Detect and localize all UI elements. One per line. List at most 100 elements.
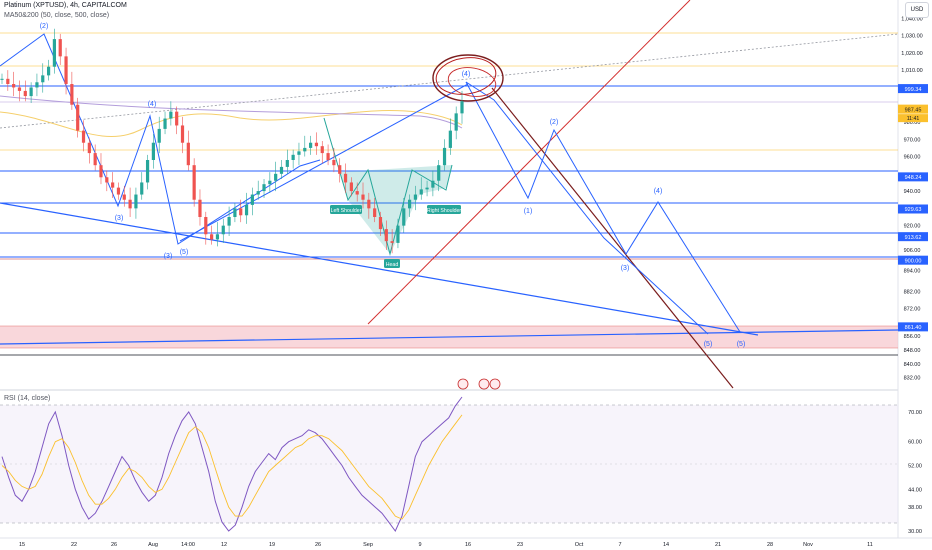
- price-tick-label: 960.00: [904, 155, 921, 161]
- symbol-title[interactable]: Platinum (XPTUSD), 4h, CAPITALCOM: [4, 2, 127, 9]
- candle-body: [204, 217, 208, 235]
- candle-body: [367, 199, 371, 209]
- candle-body: [99, 165, 103, 178]
- candle-body: [291, 154, 295, 160]
- rsi-tick-label: 30.00: [908, 529, 922, 535]
- price-tag: [898, 172, 928, 182]
- price-axis-ticks: 1,040.00 1,030.00 1,020.00 1,010.00 980.00 97…: [901, 16, 922, 381]
- candle-body: [23, 90, 27, 97]
- candle-body: [76, 104, 80, 131]
- price-tick-label: 940.00: [904, 189, 921, 195]
- time-tick-label: 7: [618, 542, 621, 548]
- candle-body: [390, 241, 394, 243]
- dotted-trendline: [0, 33, 899, 129]
- candle-body: [442, 147, 447, 166]
- candle-body: [169, 111, 173, 119]
- time-tick-label: Nov: [803, 542, 813, 548]
- candle-body: [210, 234, 214, 240]
- candle-body: [233, 208, 237, 217]
- price-tick-label: 980.00: [904, 120, 921, 126]
- pattern-label: Right Shoulder: [427, 208, 462, 214]
- chart-annotations: Left Shoulder Head Right Shoulder (2) (3) (4)…: [40, 23, 746, 348]
- price-tag: [898, 204, 928, 214]
- time-tick-label: 12: [221, 542, 227, 548]
- price-tag-label: 948.24: [905, 175, 922, 181]
- time-axis-ticks: 15 22 26 Aug 14:00 12 19 26 Sep 9 16 23 Oct 7 14 21 28 No…: [19, 542, 873, 548]
- currency-selector[interactable]: USD: [905, 2, 929, 18]
- price-tag: [898, 104, 928, 114]
- candle-body: [70, 84, 74, 105]
- price-level-tags: 999.34 987.45 948.24 929.63 913.62 900.00 861.…: [898, 84, 928, 332]
- rsi-legend[interactable]: RSI (14, close): [4, 395, 51, 402]
- price-tag-label: 861.40: [905, 325, 922, 331]
- price-tag-label: 987.45: [905, 107, 922, 113]
- time-tick-label: 26: [111, 542, 117, 548]
- candle-body: [116, 187, 121, 195]
- candle-body: [407, 199, 412, 209]
- us-flag-icon[interactable]: [478, 378, 490, 390]
- candle-body: [419, 189, 423, 195]
- price-tick-label: 1,040.00: [901, 16, 922, 22]
- candle-body: [373, 208, 377, 217]
- candle-body: [93, 153, 97, 166]
- candle-body: [12, 84, 16, 88]
- rsi-ma-line: [1, 414, 463, 520]
- rsi-band: [0, 405, 898, 523]
- candle-body: [0, 78, 4, 80]
- time-tick-label: 19: [269, 542, 275, 548]
- pattern-label: Left Shoulder: [331, 208, 362, 214]
- highlight-circle-1: [432, 54, 504, 102]
- candle-body: [460, 101, 464, 114]
- candle-body: [52, 39, 57, 67]
- candle-body: [41, 75, 45, 83]
- candle-body: [279, 166, 284, 174]
- candle-body: [111, 182, 115, 188]
- brown-falling-line: [491, 87, 734, 389]
- candle-body: [244, 204, 249, 216]
- candle-body: [215, 234, 220, 240]
- elliott-wave-history: [0, 33, 321, 245]
- candle-body: [448, 130, 452, 148]
- rsi-line: [1, 396, 463, 532]
- event-icons[interactable]: [457, 378, 501, 390]
- price-tag-label: 999.34: [905, 87, 922, 93]
- candle-body: [221, 225, 225, 235]
- head-shoulders-fill: [324, 118, 452, 254]
- time-tick-label: Oct: [575, 542, 584, 548]
- price-tag: [898, 84, 928, 94]
- us-flag-icon[interactable]: [457, 378, 469, 390]
- price-tag: [898, 255, 928, 265]
- main-pane[interactable]: [0, 0, 898, 388]
- wave-label: (3): [621, 265, 630, 272]
- pattern-badge: [330, 205, 362, 214]
- candle-body: [384, 229, 388, 242]
- candle-body: [320, 146, 324, 154]
- candle-body: [81, 130, 86, 143]
- candle-body: [58, 39, 62, 57]
- candle-body: [355, 191, 359, 195]
- wave-label: (4): [654, 188, 663, 195]
- candle-body: [128, 199, 132, 209]
- time-tick-label: 26: [315, 542, 321, 548]
- candle-body: [180, 125, 185, 143]
- candle-body: [338, 165, 342, 174]
- time-axis[interactable]: [0, 538, 932, 550]
- indicator-legend[interactable]: MA50&200 (50, close, 500, close): [4, 12, 110, 19]
- price-tick-label: 848.00: [904, 348, 921, 354]
- candle-body: [437, 165, 441, 181]
- time-tick-label: Aug: [148, 542, 158, 548]
- candle-body: [239, 208, 243, 216]
- time-tick-label: 15: [19, 542, 25, 548]
- wave-label: (5): [704, 341, 713, 348]
- price-tick-label: 894.00: [904, 269, 921, 275]
- candle-body: [262, 184, 266, 192]
- price-tag-label: 929.63: [905, 207, 922, 213]
- price-tick-label: 1,030.00: [901, 34, 922, 40]
- time-tick-label: 14: [663, 542, 669, 548]
- price-tag-label: 913.62: [905, 235, 922, 241]
- us-flag-icon[interactable]: [489, 378, 501, 390]
- candle-body: [35, 82, 39, 88]
- candle-body: [402, 208, 406, 226]
- rsi-tick-label: 52.00: [908, 464, 922, 470]
